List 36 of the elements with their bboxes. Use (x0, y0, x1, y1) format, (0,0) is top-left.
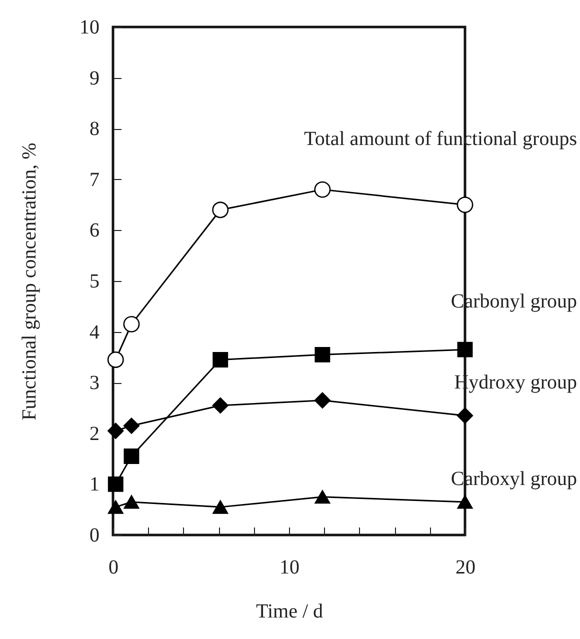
point (108, 500, 124, 514)
point (314, 490, 330, 504)
y-tick-label: 9 (90, 67, 100, 90)
x-tick-label: 20 (456, 556, 476, 578)
point (108, 422, 124, 439)
y-tick-label: 7 (90, 168, 100, 191)
y-tick-label: 3 (90, 372, 100, 394)
point (457, 495, 473, 509)
y-axis-title: Functional group concentration, % (18, 142, 40, 420)
point (107, 352, 124, 368)
point (456, 196, 474, 214)
y-tick-label: 8 (90, 118, 100, 140)
point (212, 397, 228, 414)
point (212, 352, 228, 368)
point (314, 181, 331, 198)
point (124, 495, 140, 509)
y-tick-label: 5 (90, 270, 100, 292)
x-tick-label: 0 (108, 556, 118, 578)
point (314, 346, 330, 362)
point (123, 316, 140, 332)
point (212, 500, 228, 514)
y-tick-label: 6 (90, 220, 100, 242)
x-tick-label: 10 (280, 556, 300, 578)
y-tick-label: 10 (80, 16, 100, 38)
point (123, 418, 140, 434)
point (124, 448, 140, 464)
point (108, 476, 124, 492)
x-axis-title: Time / d (256, 600, 324, 622)
point (314, 392, 331, 408)
y-tick-label: 2 (90, 422, 100, 445)
y-tick-label: 1 (90, 474, 100, 496)
point (456, 408, 474, 424)
y-tick-label: 4 (90, 321, 100, 344)
y-tick-label: 0 (90, 524, 100, 546)
point (457, 342, 473, 358)
point (212, 202, 229, 218)
